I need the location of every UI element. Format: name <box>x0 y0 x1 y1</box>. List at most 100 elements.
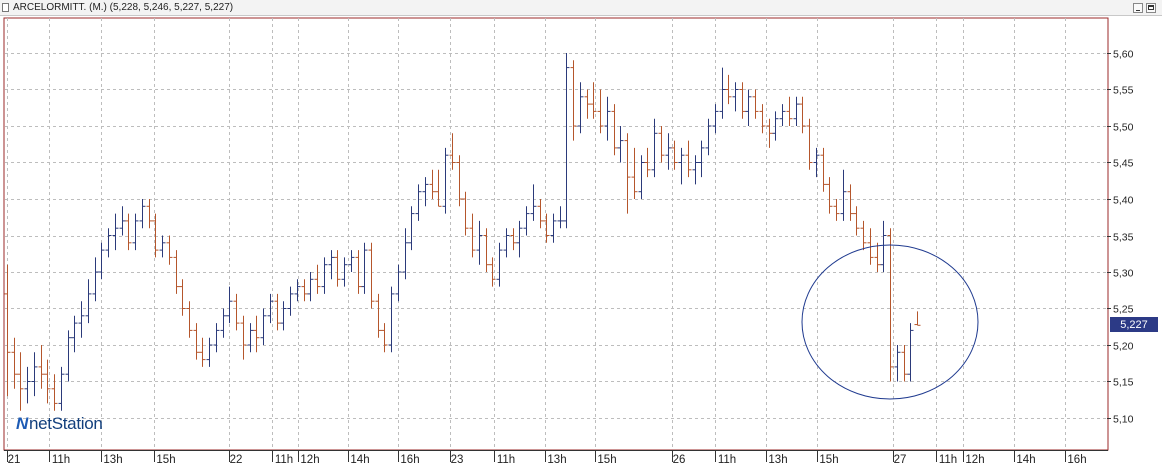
ohlc-bar <box>233 293 240 331</box>
ohlc-bar <box>24 366 31 404</box>
ohlc-bar <box>799 96 806 134</box>
window-menu-icon[interactable] <box>2 3 9 12</box>
ohlc-bar <box>78 301 85 338</box>
ohlc-bar <box>38 345 45 389</box>
grid-lines <box>5 18 1107 449</box>
ohlc-bar <box>813 147 820 178</box>
ohlc-bar <box>442 147 449 214</box>
minimize-button[interactable] <box>1133 3 1143 13</box>
ohlc-bar <box>860 220 867 251</box>
ohlc-bar <box>638 155 645 199</box>
ohlc-bar <box>671 140 678 170</box>
ohlc-bar <box>388 286 395 353</box>
ohlc-bar <box>658 126 665 163</box>
ohlc-bar <box>570 60 577 141</box>
ohlc-bar <box>604 96 611 141</box>
ohlc-bar <box>267 293 274 324</box>
ohlc-bar <box>752 89 759 119</box>
x-tick-label: 27 <box>894 454 907 466</box>
ohlc-bar <box>348 250 355 272</box>
x-tick-label: 15h <box>156 454 175 466</box>
ohlc-bar <box>543 213 550 243</box>
ohlc-bar <box>51 374 58 411</box>
ohlc-bar <box>624 133 631 214</box>
ohlc-bar <box>874 242 881 272</box>
x-tick-label: 11h <box>497 454 515 466</box>
x-tick-label: 26 <box>673 454 686 466</box>
ohlc-bar <box>247 323 254 353</box>
ohlc-bar <box>456 155 463 207</box>
ohlc-bar <box>732 82 739 112</box>
ohlc-bar <box>678 147 685 185</box>
x-tick-label: 15h <box>819 454 838 466</box>
ohlc-bar <box>847 184 854 221</box>
ohlc-bar <box>597 89 604 134</box>
x-tick-label: 15h <box>597 454 616 466</box>
ohlc-bar <box>112 213 119 251</box>
ohlc-bar <box>328 250 335 280</box>
ohlc-bar <box>759 104 766 134</box>
ohlc-bar <box>415 184 422 221</box>
ohlc-bar <box>173 250 180 294</box>
x-tick-label: 12h <box>300 454 319 466</box>
ohlc-bar <box>719 67 726 119</box>
ohlc-bar <box>644 147 651 178</box>
x-tick-label: 16h <box>1067 454 1086 466</box>
ohlc-bar <box>85 279 92 324</box>
ohlc-bar <box>840 169 847 221</box>
ohlc-bar <box>381 323 388 353</box>
ohlc-bar <box>476 220 483 265</box>
ohlc-bar <box>206 337 213 367</box>
ohlc-bar <box>563 53 570 229</box>
maximize-button[interactable] <box>1146 3 1156 13</box>
ohlc-bar <box>772 111 779 141</box>
ohlc-bar <box>65 330 72 382</box>
logo-mark: N <box>16 414 28 433</box>
ohlc-bar <box>739 82 746 119</box>
y-tick-label: 5,20 <box>1113 341 1134 353</box>
ohlc-bar <box>880 220 887 272</box>
ohlc-bar <box>402 228 409 280</box>
ohlc-bar <box>530 184 537 221</box>
y-tick-label: 5,35 <box>1113 232 1134 244</box>
ohlc-bar <box>590 82 597 119</box>
ohlc-bar <box>307 272 314 302</box>
y-tick-label: 5,15 <box>1113 377 1134 389</box>
ohlc-bar <box>301 279 308 302</box>
ohlc-bar <box>496 242 503 287</box>
ohlc-bar <box>483 228 490 272</box>
ohlc-bar <box>631 147 638 199</box>
ohlc-bar <box>98 242 105 280</box>
ohlc-bar <box>226 286 233 324</box>
ohlc-bar <box>901 345 908 382</box>
ohlc-bar <box>274 293 281 331</box>
x-tick-label: 11h <box>718 454 736 466</box>
ohlc-bar <box>725 74 732 105</box>
logo-text: netStation <box>28 414 103 433</box>
ohlc-bars <box>4 53 921 411</box>
ohlc-bar <box>894 345 901 382</box>
ohlc-bar <box>213 323 220 353</box>
ohlc-bar <box>692 155 699 185</box>
ohlc-bar <box>584 89 591 119</box>
ohlc-bar <box>31 352 38 397</box>
ohlc-bar <box>44 359 51 404</box>
ohlc-bar <box>361 242 368 294</box>
x-tick-label: 21 <box>8 454 21 466</box>
ohlc-bar <box>516 220 523 258</box>
ohlc-bar <box>793 96 800 126</box>
ohlc-bar <box>368 242 375 309</box>
ohlc-bar <box>125 213 132 251</box>
x-tick-label: 11h <box>52 454 70 466</box>
ohlc-bar <box>429 169 436 199</box>
ohlc-bar <box>240 315 247 360</box>
y-tick-label: 5,60 <box>1113 49 1134 61</box>
ohlc-bar <box>321 257 328 294</box>
ohlc-bar <box>853 206 860 236</box>
ohlc-bar <box>651 118 658 178</box>
ohlc-bar <box>253 315 260 353</box>
ohlc-bar <box>159 235 166 258</box>
x-tick-label: 13h <box>768 454 787 466</box>
ohlc-bar <box>887 228 894 382</box>
ohlc-bar <box>395 264 402 302</box>
